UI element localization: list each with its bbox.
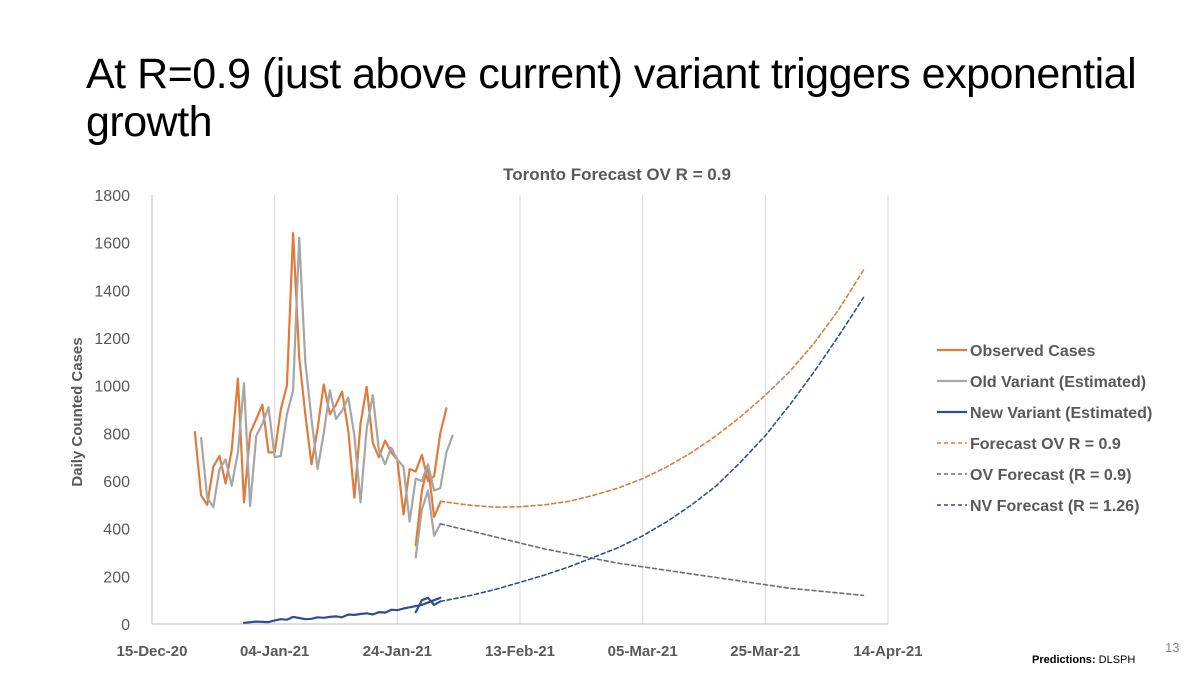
series-line-old-variant-estimated (200, 236, 454, 523)
y-tick-label: 200 (103, 569, 130, 586)
grid (151, 195, 889, 625)
plot-area (193, 232, 865, 624)
legend: Observed Cases Old Variant (Estimated) New… (937, 343, 1152, 515)
series-line-forecast-ov-r-0-9 (439, 269, 865, 509)
x-tick-label: 13-Feb-21 (485, 643, 555, 660)
legend-label-forecast-ov-r-0-9: Forecast OV R = 0.9 (970, 436, 1121, 453)
series-line-observed-cases (193, 232, 448, 516)
y-tick-label: 800 (103, 426, 130, 443)
x-tick-label: 24-Jan-21 (363, 643, 432, 660)
y-tick-label: 1600 (94, 236, 130, 253)
series-line-old-variant-estimated (414, 489, 442, 559)
y-tick-label: 0 (121, 617, 130, 634)
y-tick-label: 1000 (94, 379, 130, 396)
legend-label-ov-forecast-r-0-9: OV Forecast (R = 0.9) (970, 467, 1131, 484)
y-ticks: 0 200 400 600 800 1000 1200 1400 1600 1800 (94, 188, 130, 634)
credit-label: Predictions: (1032, 654, 1096, 666)
credit-value: DLSPH (1098, 654, 1136, 666)
x-tick-label: 25-Mar-21 (730, 643, 800, 660)
y-tick-label: 1200 (94, 331, 130, 348)
series-line-new-variant-estimated (242, 596, 442, 624)
credit: Predictions: DLSPH (1032, 654, 1135, 666)
x-tick-label: 15-Dec-20 (117, 643, 188, 660)
legend-label-new-variant-estimated: New Variant (Estimated) (970, 405, 1152, 422)
slide-number: 13 (1165, 640, 1180, 655)
y-tick-label: 1400 (94, 283, 130, 300)
series-line-new-variant-estimated (414, 596, 442, 614)
legend-label-old-variant-estimated: Old Variant (Estimated) (970, 374, 1146, 391)
series-line-nv-forecast-r-1-26 (439, 296, 865, 603)
x-tick-label: 05-Mar-21 (608, 643, 678, 660)
x-tick-label: 14-Apr-21 (853, 643, 922, 660)
y-tick-label: 600 (103, 474, 130, 491)
series-line-ov-forecast-r-0-9 (439, 523, 865, 597)
x-tick-label: 04-Jan-21 (240, 643, 309, 660)
slide-title: At R=0.9 (just above current) variant tr… (86, 50, 1137, 146)
chart-title: Toronto Forecast OV R = 0.9 (503, 165, 731, 184)
y-axis-label: Daily Counted Cases (69, 337, 86, 486)
legend-label-nv-forecast-r-1-26: NV Forecast (R = 1.26) (970, 498, 1139, 515)
y-tick-label: 400 (103, 522, 130, 539)
y-tick-label: 1800 (94, 188, 130, 205)
legend-label-observed-cases: Observed Cases (970, 343, 1096, 360)
x-ticks: 15-Dec-20 04-Jan-21 24-Jan-21 13-Feb-21 05-M… (117, 643, 923, 660)
